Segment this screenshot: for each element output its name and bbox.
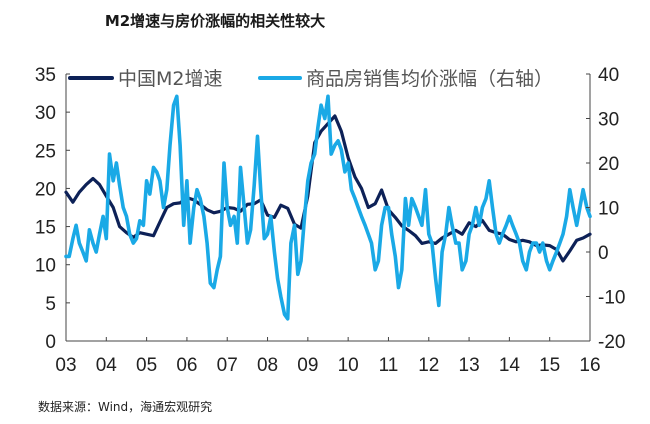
left-axis: 0 5 10 15 20 25 30 35: [35, 65, 70, 353]
x-tick-label: 10: [338, 355, 359, 376]
right-tick-label: 10: [598, 199, 619, 220]
source-note: 数据来源：Wind，海通宏观研究: [38, 400, 213, 414]
x-tick-label: 04: [96, 355, 118, 376]
series-layer: [64, 94, 592, 321]
legend: 中国M2增速 商品房销售均价涨幅（右轴）: [68, 68, 553, 90]
right-tick-label: 30: [598, 110, 619, 131]
x-tick-label: 05: [136, 355, 157, 376]
x-tick-label: 06: [176, 355, 197, 376]
left-tick-label: 20: [35, 179, 56, 200]
right-tick-label: -20: [598, 332, 625, 353]
right-tick-label: 20: [598, 154, 619, 175]
right-tick-label: -10: [598, 288, 625, 309]
chart-title: M2增速与房价涨幅的相关性较大: [104, 12, 326, 30]
legend-house-price-label: 商品房销售均价涨幅（右轴）: [306, 68, 553, 90]
x-tick-label: 03: [55, 355, 76, 376]
x-tick-label: 11: [379, 355, 399, 376]
right-tick-label: 40: [598, 65, 619, 86]
left-tick-label: 35: [35, 65, 56, 86]
left-tick-label: 5: [45, 294, 56, 315]
x-tick-label: 13: [459, 355, 480, 376]
house-price-line: [64, 94, 592, 321]
left-tick-label: 15: [35, 218, 56, 239]
right-axis: -20 -10 0 10 20 30 40: [586, 65, 625, 353]
x-tick-label: 08: [257, 355, 278, 376]
left-tick-label: 10: [35, 256, 56, 277]
x-tick-label: 07: [217, 355, 238, 376]
x-tick-label: 09: [297, 355, 318, 376]
x-tick-label: 16: [579, 355, 600, 376]
x-tick-label: 14: [499, 355, 521, 376]
x-tick-label: 15: [539, 355, 560, 376]
left-tick-label: 25: [35, 141, 56, 162]
x-axis: 03 04 05 06 07 08 09 10 11 12 13 14 15 16: [55, 337, 601, 376]
x-tick-label: 12: [418, 355, 439, 376]
left-tick-label: 0: [45, 332, 56, 353]
right-tick-label: 0: [598, 243, 609, 264]
legend-m2-label: 中国M2增速: [118, 68, 222, 90]
left-tick-label: 30: [35, 103, 56, 124]
